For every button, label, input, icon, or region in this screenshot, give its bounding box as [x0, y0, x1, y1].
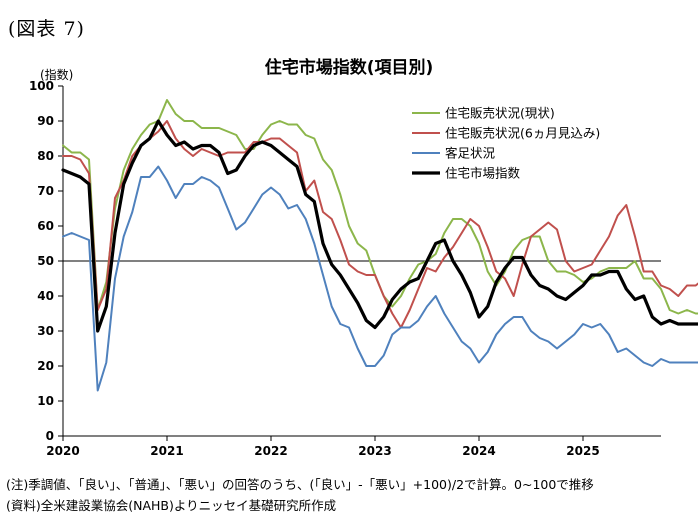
legend-label-3: 住宅市場指数: [445, 166, 521, 181]
legend-label-2: 客足状況: [445, 146, 496, 161]
legend-label-0: 住宅販売状況(現状): [445, 106, 555, 121]
series-line-1: [62, 120, 698, 329]
source-note: (資料)全米建設業協会(NAHB)よりニッセイ基礎研究所作成: [6, 498, 337, 513]
chart-title: 住宅市場指数(項目別): [264, 58, 434, 78]
legend-label-1: 住宅販売状況(6ヵ月見込み): [445, 126, 600, 141]
x-tick-label: 2021: [150, 444, 183, 458]
y-tick-label: 20: [37, 359, 54, 373]
x-tick-label: 2025: [566, 444, 599, 458]
chart-axes: 0 10 20 30 40 50 60 70 80 90 100 2020 2021 2022 2023 20…: [29, 79, 661, 458]
figure-label: (図表 7): [8, 18, 85, 40]
y-tick-label: 50: [37, 254, 54, 268]
x-tick-label: 2020: [46, 444, 79, 458]
y-tick-label: 0: [46, 429, 54, 443]
y-tick-label: 100: [29, 79, 54, 93]
y-tick-label: 80: [37, 149, 54, 163]
series-layer: [61, 99, 698, 392]
y-tick-label: 60: [37, 219, 54, 233]
y-tick-label: 30: [37, 324, 54, 338]
y-axis-unit-label: (指数): [40, 68, 74, 82]
x-tick-label: 2022: [254, 444, 287, 458]
y-tick-label: 40: [37, 289, 54, 303]
footnote: (注)季調値、「良い」、「普通」、「悪い」の回答のうち、(「良い」-「悪い」+1…: [6, 477, 594, 492]
x-tick-label: 2024: [462, 444, 495, 458]
x-tick-label: 2023: [358, 444, 391, 458]
y-tick-label: 70: [37, 184, 54, 198]
y-tick-label: 10: [37, 394, 54, 408]
y-tick-label: 90: [37, 114, 54, 128]
series-line-2: [62, 165, 698, 392]
series-line-3: [61, 119, 698, 333]
